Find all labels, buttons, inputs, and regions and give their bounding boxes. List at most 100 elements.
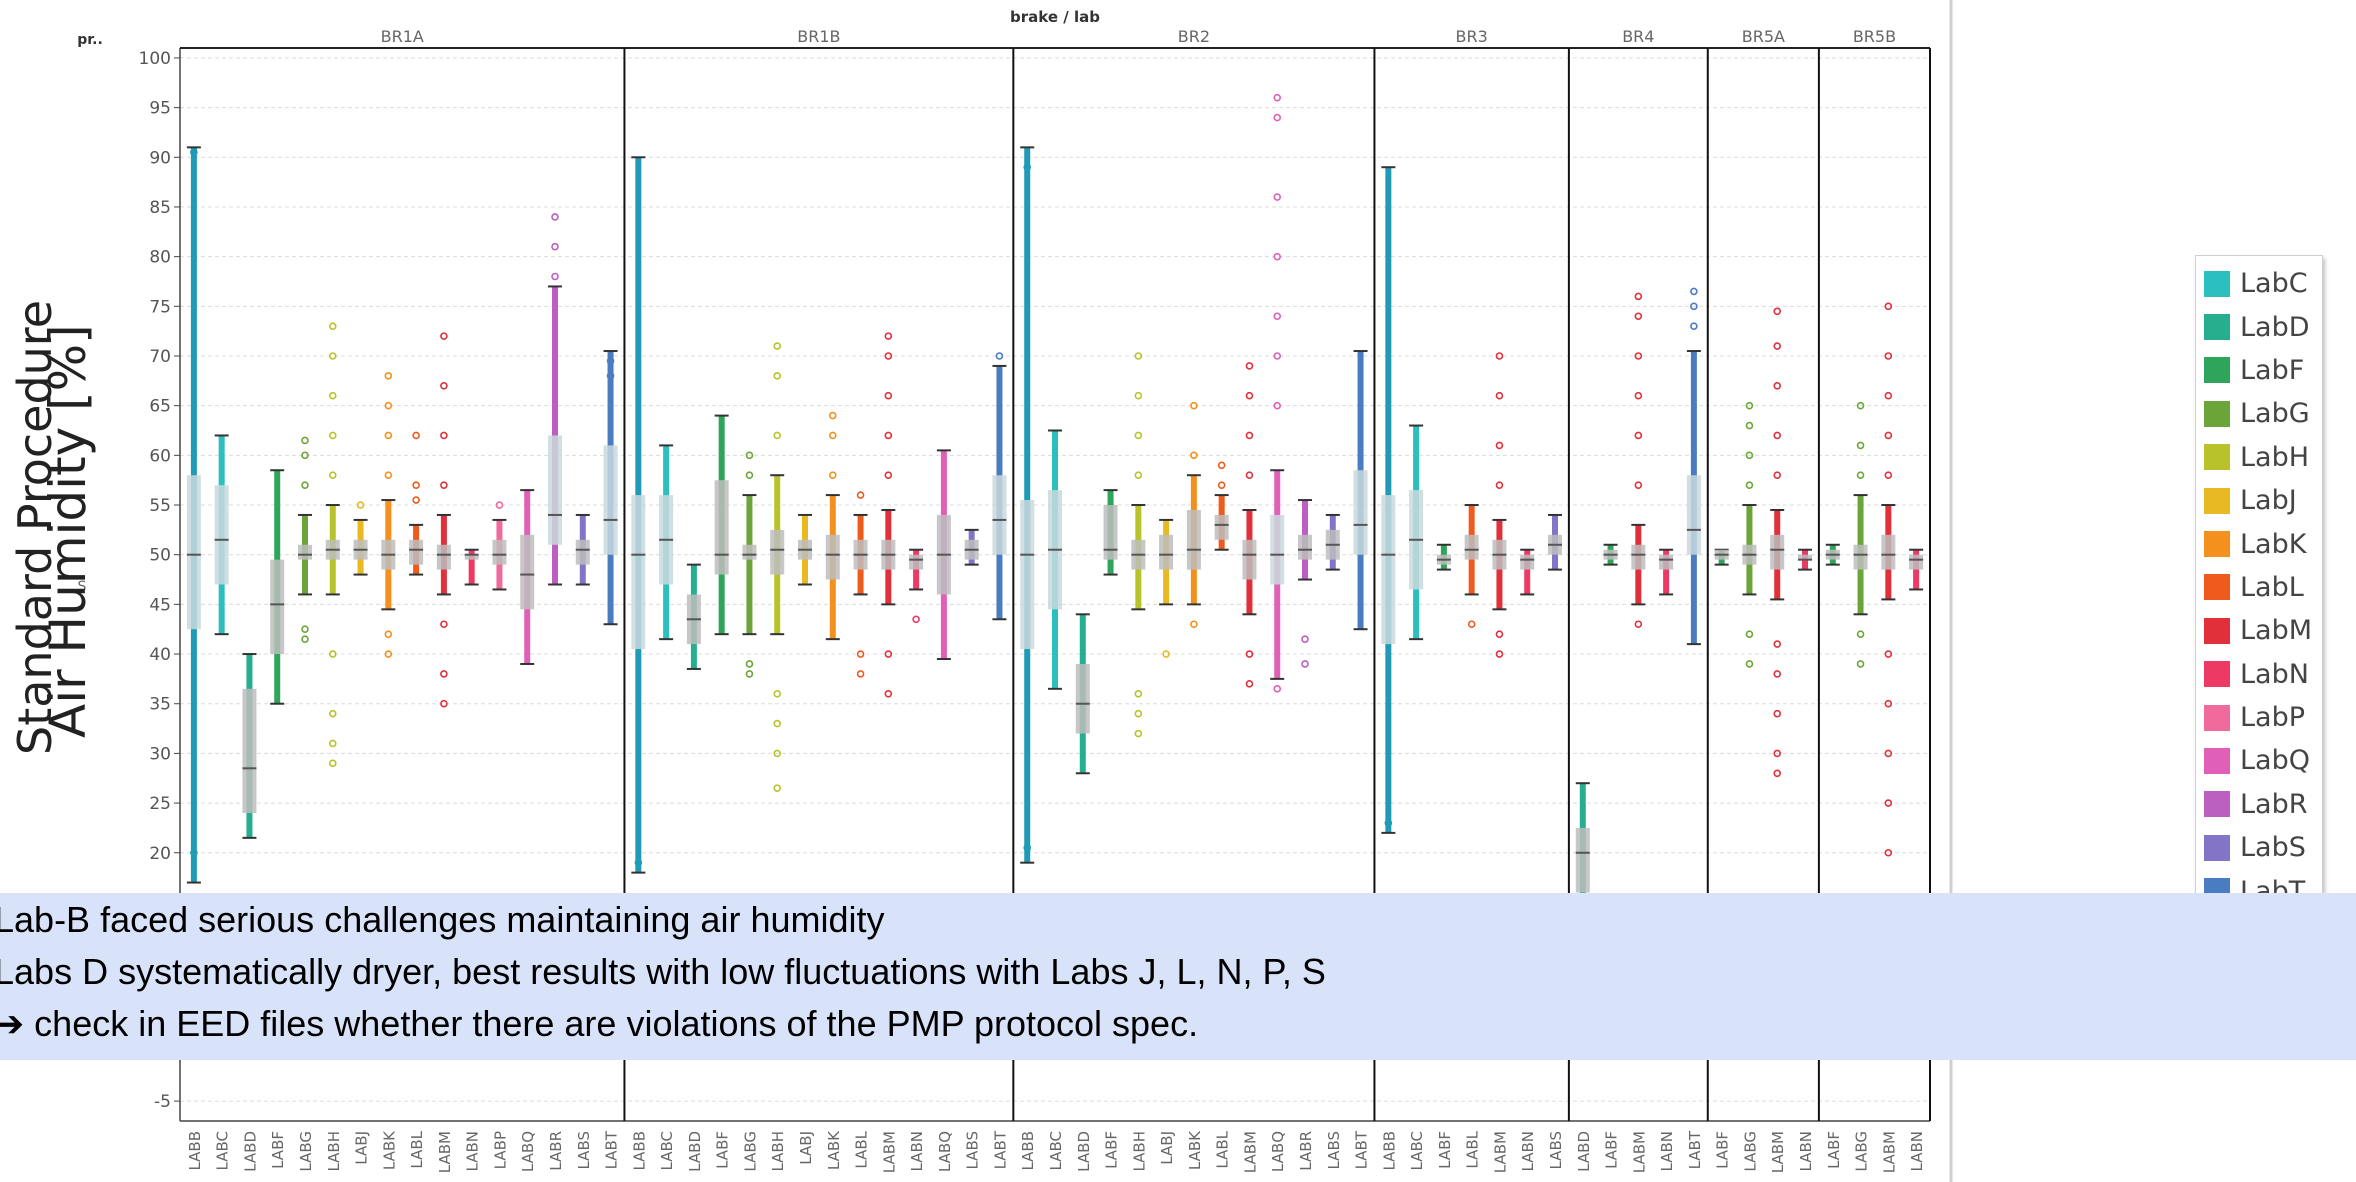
- legend-swatch: [2204, 747, 2230, 774]
- outlier-point: [912, 615, 920, 624]
- outlier-point: [1856, 660, 1865, 668]
- outlier-point: [1856, 441, 1865, 450]
- box-br1a-labt: [603, 350, 618, 626]
- box-iqr: [1103, 505, 1118, 560]
- x-tick-label: LABB: [1019, 1131, 1037, 1171]
- x-tick-label: LABK: [1186, 1130, 1204, 1170]
- legend-item: LabC: [2204, 262, 2314, 305]
- x-tick-label: LABR: [1297, 1131, 1315, 1171]
- y-tick-label: 100: [139, 49, 171, 69]
- outlier-point: [1023, 163, 1032, 172]
- legend-swatch: [2204, 574, 2230, 601]
- outlier-point: [1856, 401, 1865, 410]
- box-iqr: [825, 534, 840, 580]
- outlier-point: [884, 352, 893, 360]
- box-br4-labn: [1659, 548, 1674, 596]
- outlier-point: [773, 431, 782, 440]
- outlier-point: [1690, 322, 1698, 330]
- legend-item: LabK: [2204, 522, 2314, 565]
- legend-label: LabR: [2240, 788, 2308, 820]
- outlier-point: [412, 496, 420, 504]
- outlier-point: [495, 501, 504, 509]
- box-iqr: [1242, 539, 1257, 580]
- x-tick-label: LABF: [1436, 1131, 1454, 1169]
- outlier-point: [1745, 421, 1754, 430]
- outlier-point: [773, 372, 782, 380]
- outlier-point: [328, 391, 337, 400]
- grid-lines: [180, 57, 1930, 1102]
- box-iqr: [492, 539, 507, 565]
- box-br1a-labl: [409, 431, 424, 576]
- outlier-point: [1690, 287, 1698, 296]
- x-tick-label: LABH: [1130, 1131, 1148, 1172]
- x-tick-label: LABG: [1741, 1131, 1759, 1172]
- box-br2-labl: [1214, 461, 1229, 551]
- legend-item: LabH: [2204, 436, 2314, 479]
- box-iqr: [992, 475, 1007, 555]
- box-br4-labm: [1631, 292, 1646, 629]
- box-br1a-labh: [325, 322, 340, 768]
- box-iqr: [1464, 534, 1479, 560]
- outlier-point: [1273, 312, 1282, 321]
- x-tick-label: LABS: [964, 1131, 982, 1170]
- box-iqr: [631, 495, 646, 650]
- box-br2-labj: [1159, 518, 1174, 658]
- outlier-point: [384, 630, 393, 638]
- box-br2-labt: [1353, 350, 1368, 631]
- box-br5b-labg: [1853, 401, 1868, 668]
- outlier-point: [1773, 769, 1782, 778]
- annotation-line-1: Lab-B faced serious challenges maintaini…: [0, 899, 885, 940]
- box-iqr: [270, 559, 285, 655]
- x-tick-label: LABS: [575, 1131, 593, 1170]
- outlier-point: [1634, 620, 1643, 629]
- outlier-point: [1495, 481, 1504, 489]
- box-br4-labt: [1686, 287, 1701, 646]
- outlier-point: [1884, 799, 1893, 807]
- x-tick-label: LABL: [408, 1130, 426, 1168]
- outlier-point: [1773, 670, 1782, 678]
- outlier-point: [1745, 630, 1754, 638]
- box-br1b-labq: [936, 449, 951, 661]
- outlier-point: [328, 431, 337, 440]
- box-br5b-labf: [1825, 543, 1840, 566]
- x-tick-label: LABM: [1880, 1131, 1898, 1173]
- box-br5a-labg: [1742, 401, 1757, 668]
- x-tick-label: LABC: [214, 1131, 232, 1170]
- outlier-point: [773, 719, 782, 728]
- x-tick-label: LABH: [769, 1131, 787, 1172]
- outlier-point: [1634, 312, 1643, 321]
- outlier-point: [440, 381, 448, 390]
- x-tick-label: LABM: [1491, 1131, 1509, 1173]
- box-br1b-labn: [909, 548, 924, 624]
- legend-item: LabS: [2204, 826, 2314, 869]
- legend-swatch: [2204, 270, 2230, 297]
- legend-label: LabD: [2240, 311, 2310, 343]
- box-br3-labb: [1381, 166, 1396, 834]
- outlier-point: [1690, 302, 1698, 311]
- outlier-point: [551, 242, 559, 251]
- panel-label: BR2: [1178, 27, 1210, 46]
- box-iqr: [1909, 554, 1924, 570]
- outlier-point: [384, 650, 393, 658]
- legend-swatch: [2204, 314, 2230, 341]
- x-tick-label: LABR: [547, 1131, 565, 1171]
- x-tick-label: LABF: [1603, 1131, 1621, 1169]
- box-br1b-labl: [853, 491, 868, 678]
- outlier-point: [440, 670, 448, 678]
- outlier-point: [1467, 620, 1476, 629]
- legend-label: LabS: [2240, 832, 2306, 864]
- outlier-point: [1884, 302, 1893, 311]
- x-tick-label: LABF: [1103, 1131, 1121, 1169]
- chart-title: brake / lab: [1010, 8, 1100, 26]
- outlier-point: [301, 436, 309, 445]
- x-tick-label: LABL: [1464, 1130, 1482, 1168]
- box-br1a-labs: [575, 513, 590, 586]
- outlier-point: [1245, 650, 1254, 658]
- outlier-point: [1495, 441, 1504, 450]
- box-br1a-labk: [381, 372, 396, 658]
- outlier-point: [1134, 709, 1143, 718]
- outlier-point: [1134, 729, 1143, 738]
- box-iqr: [520, 534, 535, 610]
- box-iqr: [1853, 544, 1868, 570]
